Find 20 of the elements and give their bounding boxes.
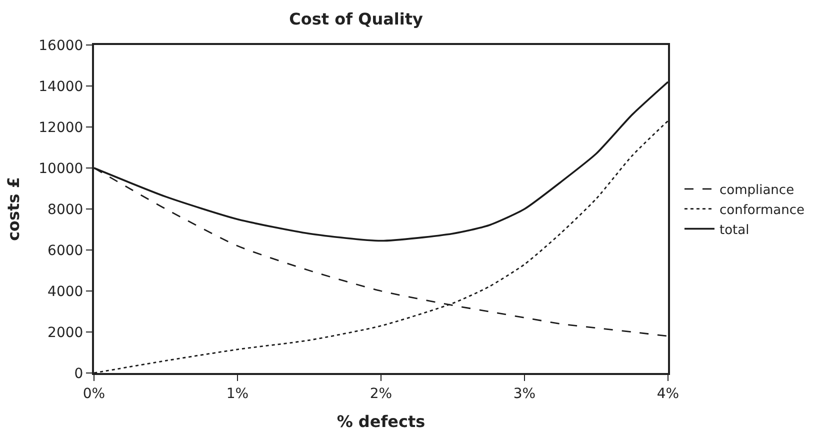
y-tick-label: 4000: [48, 284, 84, 300]
y-tick-label: 6000: [48, 242, 84, 259]
y-tick-label: 8000: [48, 202, 84, 218]
legend-label: compliance: [719, 183, 794, 198]
x-tick-label: 3%: [513, 386, 536, 402]
y-tick-label: 16000: [38, 38, 84, 54]
x-tick-label: 4%: [656, 386, 680, 402]
x-tick-label: 2%: [370, 386, 392, 402]
chart-title: Cost of Quality: [289, 9, 424, 28]
x-axis-title: % defects: [336, 412, 426, 431]
y-tick-label: 12000: [38, 120, 84, 136]
y-axis-title: costs £: [4, 177, 24, 241]
y-tick-label: 2000: [48, 324, 84, 341]
legend-label: total: [719, 222, 750, 238]
x-tick-label: 0%: [82, 386, 106, 402]
legend-label: conformance: [719, 202, 804, 218]
x-tick-label: 1%: [226, 386, 249, 402]
y-tick-label: 10000: [38, 160, 84, 177]
y-tick-label: 0: [74, 366, 84, 382]
y-tick-label: 14000: [38, 78, 84, 95]
